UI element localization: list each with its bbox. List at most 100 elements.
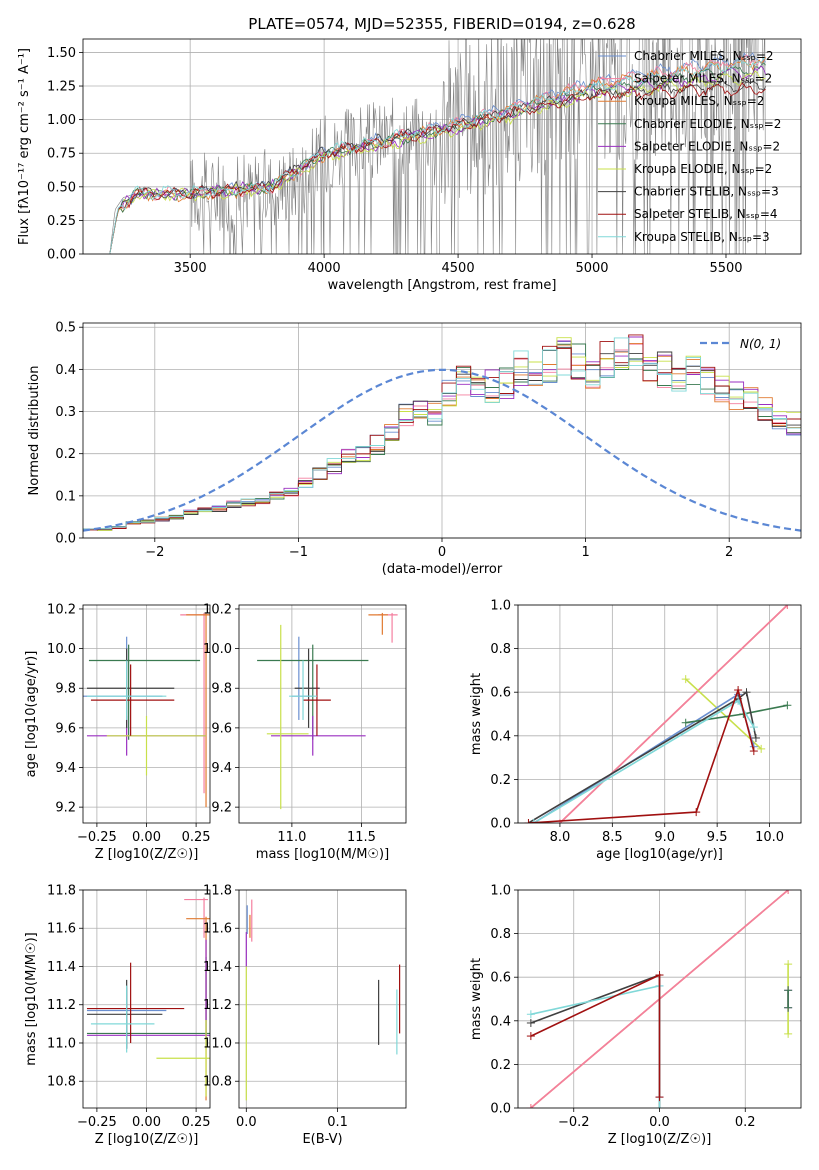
y-axis-label: age [log10(age/yr)] <box>24 651 39 778</box>
y-tick-label: 0.75 <box>47 147 76 162</box>
legend-entry: Chabrier MILES, Nₛₛₚ=2 <box>634 49 774 63</box>
y-tick-label: 0.0 <box>55 532 76 547</box>
plus-marker <box>655 1093 664 1102</box>
y-tick-label: 11.4 <box>203 960 232 975</box>
plus-marker <box>749 747 758 756</box>
error-bar-marker <box>186 612 210 808</box>
x-tick-label: 11.0 <box>277 830 306 845</box>
x-tick-label: −0.2 <box>558 1115 590 1130</box>
y-tick-label: 0.3 <box>55 405 76 420</box>
plot-area <box>86 897 210 1101</box>
legend-entry: Salpeter ELODIE, Nₛₛₚ=2 <box>634 139 780 153</box>
error-bar-marker <box>289 660 317 720</box>
y-tick-label: 0.2 <box>490 773 511 788</box>
y-tick-label: 11.6 <box>203 922 232 937</box>
residual-histogram <box>83 337 801 530</box>
axes-residuals: −2 −1 0 1 2 0.0 0.1 0.2 0.3 0.4 0.5 (data-model)/er… <box>27 321 802 577</box>
error-bar-marker <box>156 1020 210 1097</box>
x-tick-label: −1 <box>289 545 308 560</box>
error-bar-marker <box>86 939 210 1038</box>
error-bar-marker <box>368 612 388 635</box>
axes-frame <box>82 38 802 255</box>
y-tick-label: 9.6 <box>55 721 76 736</box>
weight-line <box>559 605 788 823</box>
axes-frame <box>82 322 802 539</box>
x-tick-label: 0.00 <box>132 1115 161 1130</box>
axes-frame <box>82 889 211 1109</box>
weight-line <box>528 690 757 823</box>
x-tick-label: 9.5 <box>707 830 728 845</box>
y-tick-label: 10.0 <box>203 642 232 657</box>
x-tick-label: 5500 <box>709 261 742 276</box>
x-tick-label: 8.5 <box>602 830 623 845</box>
plus-marker <box>529 819 538 823</box>
grid <box>239 605 406 823</box>
plus-marker <box>784 960 793 969</box>
plus-marker <box>526 1010 535 1019</box>
weight-line <box>533 699 755 823</box>
weight-line <box>530 973 661 1098</box>
error-bar-marker <box>184 897 209 938</box>
y-tick-label: 0.4 <box>55 363 76 378</box>
weight-line <box>528 687 755 823</box>
y-tick-label: 1.0 <box>490 599 511 614</box>
y-tick-label: 9.8 <box>55 682 76 697</box>
legend-entry: Chabrier STELIB, Nₛₛₚ=3 <box>634 185 779 199</box>
y-tick-label: 10.2 <box>47 602 76 617</box>
plus-marker <box>784 1029 793 1038</box>
y-tick-label: 0.4 <box>490 1014 511 1029</box>
x-tick-label: 0.0 <box>236 1115 257 1130</box>
y-tick-label: 0.5 <box>55 321 76 336</box>
grid <box>518 604 801 824</box>
y-tick-label: 11.4 <box>47 960 76 975</box>
y-tick-label: 0.1 <box>55 489 76 504</box>
legend-entry: Kroupa STELIB, Nₛₛₚ=3 <box>634 230 770 244</box>
y-tick-label: 11.0 <box>203 1036 232 1051</box>
x-axis-label: Z [log10(Z/Z☉)] <box>608 1132 712 1147</box>
error-bar-marker <box>86 979 163 1049</box>
normal-curve <box>83 368 801 532</box>
error-bar-marker <box>90 985 155 1053</box>
plus-marker <box>751 733 760 742</box>
y-tick-label: 0.8 <box>490 642 511 657</box>
plot-area <box>109 39 766 254</box>
plus-marker <box>784 986 793 995</box>
y-tick-label: 9.6 <box>211 721 232 736</box>
plus-marker <box>734 686 743 695</box>
x-tick-label: 0.1 <box>327 1115 348 1130</box>
plus-marker <box>655 971 664 980</box>
plus-marker <box>526 1032 535 1041</box>
y-tick-label: 0.0 <box>490 1102 511 1117</box>
legend-entry: Chabrier ELODIE, Nₛₛₚ=2 <box>634 117 781 131</box>
plus-marker <box>742 688 751 697</box>
y-tick-label: 0.6 <box>490 686 511 701</box>
x-tick-label: 9.0 <box>654 830 675 845</box>
plus-marker <box>783 605 792 609</box>
x-tick-label: 3500 <box>174 261 207 276</box>
plus-marker <box>783 701 792 710</box>
error-bar-marker <box>86 962 185 1043</box>
plot-area <box>83 612 210 808</box>
axes-age-vs-mass: 11.0 11.5 9.2 9.4 9.6 9.8 10.0 10.2 mass [log10(… <box>203 602 407 862</box>
x-tick-label: 0.25 <box>182 830 211 845</box>
x-tick-label: 0 <box>438 545 446 560</box>
model-spectrum-line <box>109 57 766 254</box>
x-tick-label: 0.0 <box>649 1115 670 1130</box>
grid <box>83 605 210 823</box>
weight-line <box>530 973 661 1108</box>
axes-frame <box>517 889 802 1109</box>
plus-marker <box>681 718 690 727</box>
y-tick-label: 11.8 <box>203 884 232 899</box>
axes-weight-vs-Z: −0.2 0.0 0.2 0.0 0.2 0.4 0.6 0.8 1.0 Z [log10(Z/Z… <box>469 884 802 1147</box>
axes-mass-vs-EBV: 0.0 0.1 10.8 11.0 11.2 11.4 11.6 11.8 E(B-V) <box>203 884 407 1147</box>
x-tick-label: 0.2 <box>735 1115 756 1130</box>
y-tick-label: 0.25 <box>47 214 76 229</box>
legend-entry: N(0, 1) <box>740 337 781 351</box>
error-bar-marker <box>83 636 163 720</box>
error-bar-marker <box>90 664 175 736</box>
y-tick-label: 1.00 <box>47 113 76 128</box>
y-tick-label: 10.8 <box>47 1075 76 1090</box>
x-tick-label: −0.25 <box>77 830 117 845</box>
plot-area <box>524 605 792 823</box>
